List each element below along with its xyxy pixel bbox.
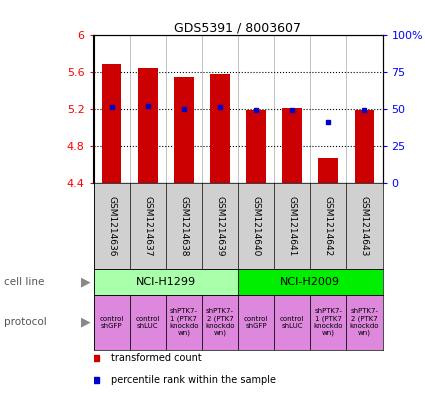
Text: GSM1214641: GSM1214641 xyxy=(288,196,297,256)
Text: GSM1214642: GSM1214642 xyxy=(324,196,333,256)
Text: shPTK7-
1 (PTK7
knockdo
wn): shPTK7- 1 (PTK7 knockdo wn) xyxy=(169,308,198,336)
Text: GSM1214639: GSM1214639 xyxy=(215,196,224,256)
Bar xyxy=(238,269,382,295)
Bar xyxy=(102,64,122,183)
Bar xyxy=(174,77,194,183)
Text: protocol: protocol xyxy=(4,317,47,327)
Text: control
shGFP: control shGFP xyxy=(244,316,268,329)
Bar xyxy=(354,110,374,183)
Bar xyxy=(210,73,230,183)
Bar xyxy=(130,295,166,350)
Text: shPTK7-
2 (PTK7
knockdo
wn): shPTK7- 2 (PTK7 knockdo wn) xyxy=(350,308,379,336)
Bar xyxy=(282,108,302,183)
Text: shPTK7-
1 (PTK7
knockdo
wn): shPTK7- 1 (PTK7 knockdo wn) xyxy=(314,308,343,336)
Text: control
shLUC: control shLUC xyxy=(280,316,304,329)
Text: transformed count: transformed count xyxy=(111,353,201,364)
Text: NCI-H2009: NCI-H2009 xyxy=(280,277,340,287)
Bar xyxy=(94,295,130,350)
Bar xyxy=(238,295,274,350)
Bar xyxy=(310,295,346,350)
Text: GSM1214638: GSM1214638 xyxy=(179,196,188,256)
Text: percentile rank within the sample: percentile rank within the sample xyxy=(111,375,276,386)
Text: NCI-H1299: NCI-H1299 xyxy=(136,277,196,287)
Bar xyxy=(318,158,338,183)
Bar xyxy=(138,68,158,183)
Text: GSM1214640: GSM1214640 xyxy=(252,196,261,256)
Text: shPTK7-
2 (PTK7
knockdo
wn): shPTK7- 2 (PTK7 knockdo wn) xyxy=(205,308,235,336)
Title: GDS5391 / 8003607: GDS5391 / 8003607 xyxy=(175,21,301,34)
Text: control
shLUC: control shLUC xyxy=(136,316,160,329)
Bar xyxy=(94,269,238,295)
Bar xyxy=(274,295,310,350)
Bar xyxy=(246,110,266,183)
Text: control
shGFP: control shGFP xyxy=(99,316,124,329)
Text: ▶: ▶ xyxy=(81,316,91,329)
Text: cell line: cell line xyxy=(4,277,45,287)
Text: GSM1214636: GSM1214636 xyxy=(107,196,116,256)
Bar xyxy=(202,295,238,350)
Bar xyxy=(346,295,383,350)
Text: ▶: ▶ xyxy=(81,275,91,288)
Bar xyxy=(166,295,202,350)
Text: GSM1214643: GSM1214643 xyxy=(360,196,369,256)
Text: GSM1214637: GSM1214637 xyxy=(143,196,152,256)
